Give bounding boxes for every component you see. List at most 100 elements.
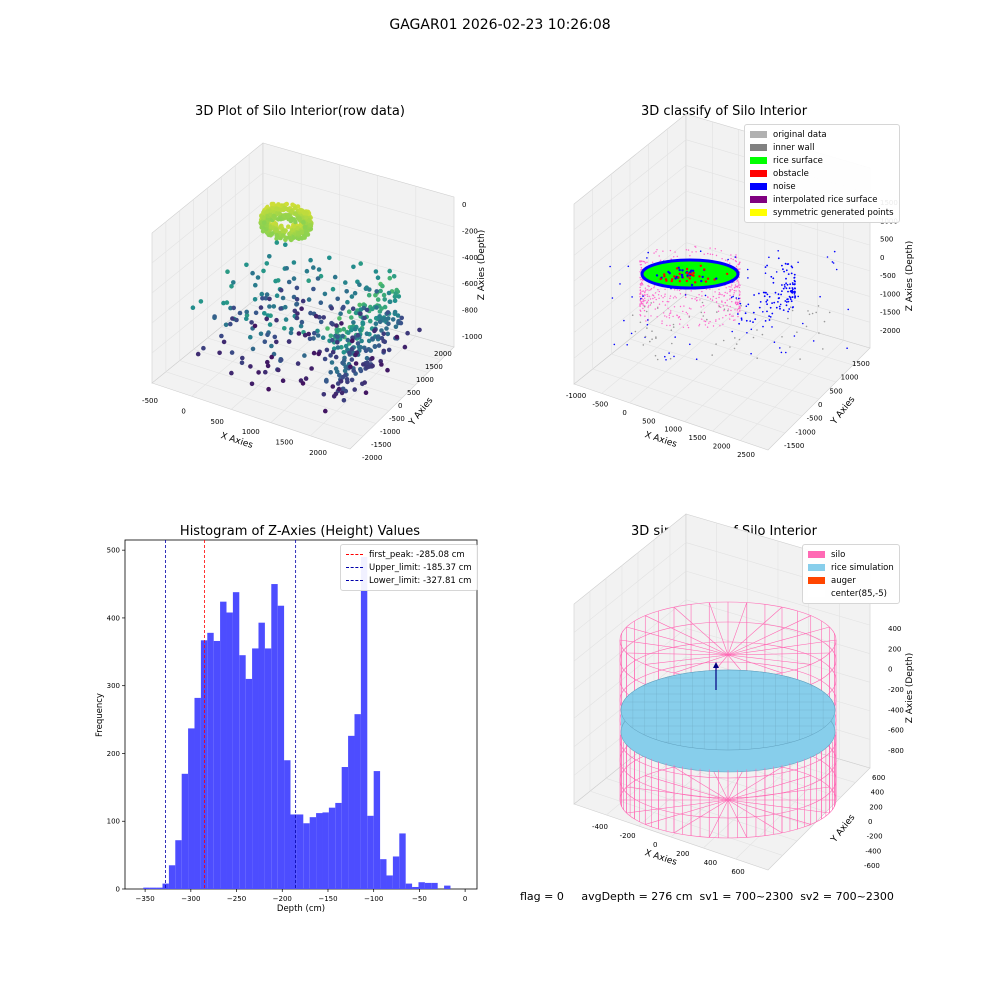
noise-point xyxy=(754,318,757,321)
shell-point xyxy=(714,291,716,293)
data-point xyxy=(335,345,341,350)
noise-point xyxy=(735,297,738,299)
gridline xyxy=(235,315,429,373)
data-point xyxy=(283,304,288,310)
shell-point xyxy=(651,261,654,263)
shell-point xyxy=(732,315,734,317)
data-point xyxy=(272,213,277,219)
gridline xyxy=(262,232,455,288)
data-point xyxy=(335,334,340,340)
shell-point xyxy=(733,281,735,283)
data-point xyxy=(357,327,363,333)
data-point xyxy=(341,326,347,332)
data-point xyxy=(299,229,305,235)
data-point xyxy=(373,292,378,298)
noise-point xyxy=(746,268,749,271)
noise-point xyxy=(846,347,848,350)
data-point xyxy=(315,276,321,281)
shell-point xyxy=(738,262,741,264)
data-point xyxy=(306,297,312,302)
chart2-y-tick-label: 1500 xyxy=(852,360,870,368)
data-point xyxy=(355,332,361,338)
legend-swatch xyxy=(346,554,363,555)
data-point xyxy=(288,330,294,336)
chart4-y-tick-label: 0 xyxy=(868,818,872,826)
noise-point xyxy=(785,351,787,354)
silo-roof-rib xyxy=(645,654,729,665)
shell-point xyxy=(708,322,710,324)
data-point xyxy=(276,202,281,207)
data-point xyxy=(402,344,408,350)
histogram-bar xyxy=(316,813,323,889)
chart1-ylabel: Y Axies xyxy=(407,396,436,429)
shell-point xyxy=(703,311,706,314)
data-point xyxy=(341,350,347,355)
data-point xyxy=(274,293,280,299)
noise-point xyxy=(744,312,747,315)
shell-point xyxy=(721,258,723,260)
noise-point xyxy=(630,332,633,335)
noise-point xyxy=(769,306,772,309)
data-point xyxy=(230,316,235,321)
noise-point xyxy=(779,307,781,310)
shell-point xyxy=(657,294,660,296)
legend-swatch xyxy=(346,567,363,568)
data-point xyxy=(267,322,273,327)
shell-point xyxy=(639,289,642,291)
data-point xyxy=(229,370,234,376)
original-point xyxy=(639,321,642,324)
shell-point xyxy=(739,300,741,302)
legend-item: Upper_limit: -185.37 cm xyxy=(346,561,472,574)
y-tick-label: 200 xyxy=(107,750,120,758)
shell-point xyxy=(701,290,703,293)
shell-point xyxy=(685,311,687,314)
original-point xyxy=(799,358,801,360)
shell-point xyxy=(738,283,740,285)
original-point xyxy=(671,342,673,345)
original-point xyxy=(701,301,704,304)
shell-point xyxy=(734,284,737,286)
shell-point xyxy=(639,291,642,293)
y-tick-label: 400 xyxy=(107,614,120,622)
data-point xyxy=(240,355,245,361)
data-point xyxy=(263,295,269,301)
data-point xyxy=(405,330,410,336)
shell-point xyxy=(689,255,691,257)
data-point xyxy=(377,319,383,325)
data-point xyxy=(340,333,346,339)
noise-point xyxy=(727,258,729,261)
noise-point xyxy=(777,250,779,252)
data-point xyxy=(373,269,379,274)
gridline xyxy=(685,216,871,272)
data-point xyxy=(359,338,364,344)
chart2-y-tick-label: 500 xyxy=(829,387,842,395)
data-point xyxy=(398,320,404,326)
shell-point xyxy=(656,316,658,318)
shell-point xyxy=(645,302,648,304)
shell-point xyxy=(678,289,681,292)
noise-point xyxy=(780,293,782,296)
data-point xyxy=(309,366,314,371)
shell-point xyxy=(682,310,684,313)
histogram-bar xyxy=(232,592,240,889)
shell-point xyxy=(729,305,731,308)
chart4-x-tick-label: 0 xyxy=(653,841,657,849)
data-point xyxy=(270,231,275,236)
shell-point xyxy=(709,288,711,290)
status-line: flag = 0 avgDepth = 276 cm sv1 = 700~230… xyxy=(520,890,894,903)
noise-point xyxy=(773,341,776,344)
shell-point xyxy=(660,259,662,261)
silo-floor-rib xyxy=(673,766,729,801)
original-point xyxy=(655,336,657,338)
original-point xyxy=(808,313,811,316)
shell-point xyxy=(643,300,645,302)
silo-roof-rib xyxy=(727,654,811,665)
legend-swatch xyxy=(750,170,767,177)
histogram-bar xyxy=(175,840,182,889)
chart1-title: 3D Plot of Silo Interior(row data) xyxy=(195,104,405,119)
shell-point xyxy=(648,285,650,288)
shell-point xyxy=(732,294,735,296)
noise-point xyxy=(684,294,687,296)
shell-point xyxy=(661,322,663,325)
gridline xyxy=(685,570,871,626)
